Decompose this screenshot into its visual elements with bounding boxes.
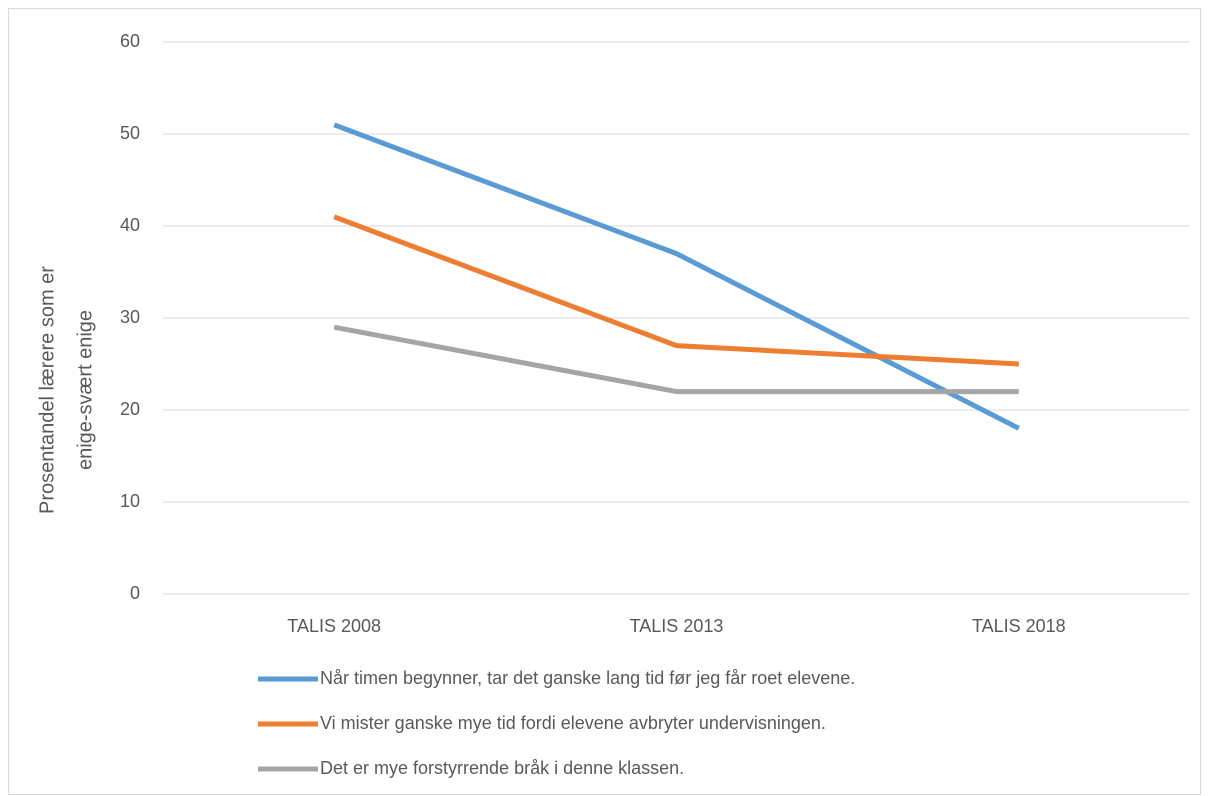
y-tick-label: 10 (120, 491, 140, 511)
y-tick-label: 0 (130, 583, 140, 603)
y-tick-label: 40 (120, 215, 140, 235)
y-tick-label: 60 (120, 31, 140, 51)
y-tick-label: 30 (120, 307, 140, 327)
y-axis-label: Prosentandel lærere som er enige-svært e… (36, 266, 96, 514)
series-line (333, 324, 1019, 395)
legend-label: Vi mister ganske mye tid fordi elevene a… (320, 713, 826, 733)
x-tick-label: TALIS 2008 (287, 616, 381, 636)
legend-label: Når timen begynner, tar det ganske lang … (320, 668, 855, 688)
y-axis-label-line: Prosentandel lærere som er (36, 266, 58, 514)
y-tick-label: 50 (120, 123, 140, 143)
series-line (333, 214, 1019, 367)
x-tick-label: TALIS 2013 (630, 616, 724, 636)
x-tick-label: TALIS 2018 (972, 616, 1066, 636)
legend-label: Det er mye forstyrrende bråk i denne kla… (320, 758, 684, 778)
chart-border (8, 8, 1201, 795)
y-axis-label-line: enige-svært enige (74, 310, 96, 470)
series-line (333, 122, 1020, 431)
y-tick-label: 20 (120, 399, 140, 419)
